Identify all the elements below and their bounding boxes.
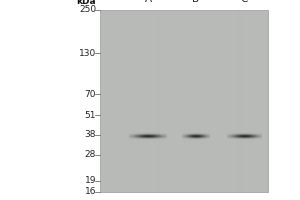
Text: kDa: kDa: [76, 0, 96, 6]
Text: 130: 130: [79, 49, 96, 58]
Text: 28: 28: [85, 150, 96, 159]
Text: 16: 16: [85, 188, 96, 196]
Bar: [100, 10, 268, 192]
Text: 70: 70: [85, 90, 96, 99]
Text: 19: 19: [85, 176, 96, 185]
Text: 250: 250: [79, 5, 96, 15]
Text: C: C: [240, 0, 248, 4]
Text: B: B: [192, 0, 200, 4]
Text: A: A: [144, 0, 152, 4]
Text: 38: 38: [85, 130, 96, 139]
Text: 51: 51: [85, 111, 96, 120]
